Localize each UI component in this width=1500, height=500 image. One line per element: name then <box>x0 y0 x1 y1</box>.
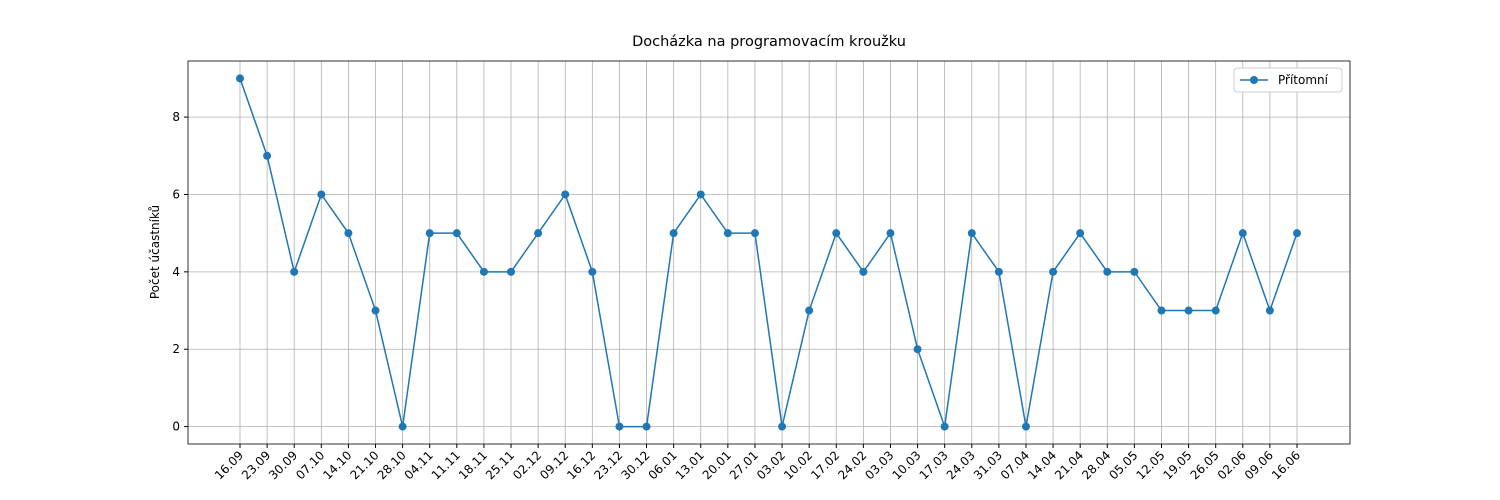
x-tick-label: 24.02 <box>835 448 869 482</box>
x-tick-label: 23.09 <box>239 448 273 482</box>
data-point <box>1049 267 1058 276</box>
plot-frame <box>187 60 1351 445</box>
x-tick-label: 03.03 <box>862 448 896 482</box>
x-tick-label: 21.04 <box>1052 448 1086 482</box>
data-point <box>750 229 759 238</box>
data-point <box>425 229 434 238</box>
data-point <box>1211 306 1220 315</box>
x-tick-label: 28.04 <box>1079 448 1113 482</box>
data-point <box>290 267 299 276</box>
data-point <box>371 306 380 315</box>
x-tick-label: 03.02 <box>754 448 788 482</box>
data-point <box>1130 267 1139 276</box>
x-tick-label: 14.04 <box>1025 448 1059 482</box>
data-line <box>239 78 1298 428</box>
y-tick-label: 0 <box>172 420 180 434</box>
data-point <box>886 229 895 238</box>
y-tick-label: 8 <box>172 110 180 124</box>
data-point <box>615 422 624 431</box>
data-point <box>479 267 488 276</box>
data-point <box>940 422 949 431</box>
x-tick-label: 16.12 <box>564 448 598 482</box>
x-tick-label: 18.11 <box>456 448 490 482</box>
data-point <box>507 267 516 276</box>
data-point <box>1103 267 1112 276</box>
legend-marker <box>1250 76 1258 84</box>
data-point <box>1238 229 1247 238</box>
x-tick-label: 30.12 <box>618 448 652 482</box>
x-tick-label: 07.10 <box>293 448 327 482</box>
data-point <box>452 229 461 238</box>
x-tick-label: 17.03 <box>917 448 951 482</box>
x-tick-label: 02.06 <box>1215 448 1249 482</box>
x-tick-label: 14.10 <box>320 448 354 482</box>
x-tick-label: 05.05 <box>1106 448 1140 482</box>
x-tick-label: 25.11 <box>483 448 517 482</box>
x-tick-label: 27.01 <box>727 448 761 482</box>
x-tick-label: 13.01 <box>673 448 707 482</box>
data-point <box>1265 306 1274 315</box>
x-tick-label: 06.01 <box>646 448 680 482</box>
data-point <box>1076 229 1085 238</box>
x-tick-label: 24.03 <box>944 448 978 482</box>
x-tick-label: 16.09 <box>212 448 246 482</box>
x-tick-label: 16.06 <box>1269 448 1303 482</box>
data-point <box>1184 306 1193 315</box>
data-point <box>561 190 570 199</box>
data-point <box>1157 306 1166 315</box>
data-point <box>723 229 732 238</box>
x-tick-label: 04.11 <box>402 448 436 482</box>
x-tick-label: 10.02 <box>781 448 815 482</box>
y-tick-label: 4 <box>172 265 180 279</box>
data-point <box>1293 229 1301 238</box>
x-tick-label: 02.12 <box>510 448 544 482</box>
data-point <box>913 345 922 354</box>
x-tick-label: 09.12 <box>537 448 571 482</box>
x-tick-label: 17.02 <box>808 448 842 482</box>
x-tick-label: 10.03 <box>889 448 923 482</box>
x-tick-label: 12.05 <box>1133 448 1167 482</box>
data-point <box>642 422 651 431</box>
chart-title: Docházka na programovacím kroužku <box>632 34 906 50</box>
data-point <box>263 151 272 160</box>
x-tick-label: 09.06 <box>1242 448 1276 482</box>
x-tick-label: 26.05 <box>1188 448 1222 482</box>
y-tick-label: 2 <box>172 342 180 356</box>
x-tick-label: 30.09 <box>266 448 300 482</box>
x-tick-label: 20.01 <box>700 448 734 482</box>
y-tick-label: 6 <box>172 187 180 201</box>
data-point <box>967 229 976 238</box>
data-point <box>696 190 705 199</box>
data-point <box>344 229 353 238</box>
legend-box <box>1233 67 1343 93</box>
x-tick-label: 23.12 <box>591 448 625 482</box>
data-point <box>398 422 407 431</box>
x-tick-label: 21.10 <box>347 448 381 482</box>
data-point <box>994 267 1003 276</box>
data-point <box>588 267 597 276</box>
x-tick-label: 07.04 <box>998 448 1032 482</box>
data-point <box>778 422 787 431</box>
data-point <box>859 267 868 276</box>
x-tick-label: 19.05 <box>1161 448 1195 482</box>
data-point <box>236 74 244 83</box>
y-axis-label: Počet účastníků <box>148 205 162 299</box>
data-point <box>805 306 814 315</box>
data-point <box>1021 422 1030 431</box>
data-point <box>534 229 543 238</box>
legend-label: Přítomní <box>1278 73 1329 87</box>
x-tick-label: 28.10 <box>375 448 409 482</box>
data-point <box>669 229 678 238</box>
x-tick-label: 31.03 <box>971 448 1005 482</box>
data-point <box>317 190 326 199</box>
data-point <box>832 229 841 238</box>
x-tick-label: 11.11 <box>429 448 463 482</box>
